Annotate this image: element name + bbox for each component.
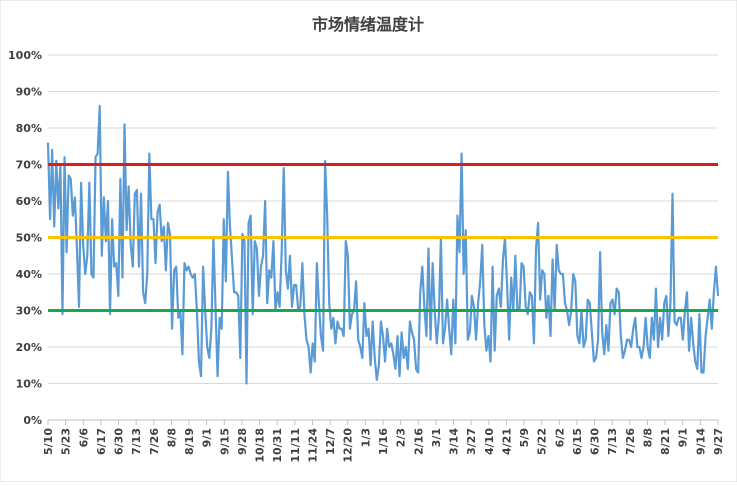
x-tick-label: 6/2 bbox=[553, 428, 566, 447]
chart-title: 市场情绪温度计 bbox=[312, 15, 424, 34]
x-tick-label: 6/30 bbox=[589, 428, 602, 455]
y-tick-label: 60% bbox=[16, 195, 42, 208]
y-tick-label: 20% bbox=[16, 341, 42, 354]
y-tick-label: 30% bbox=[16, 305, 42, 318]
x-tick-label: 5/22 bbox=[536, 428, 549, 455]
y-tick-label: 100% bbox=[8, 49, 42, 62]
x-tick-label: 10/18 bbox=[254, 428, 267, 463]
x-tick-label: 8/19 bbox=[183, 428, 196, 455]
x-tick-label: 7/26 bbox=[148, 428, 161, 455]
x-tick-label: 9/14 bbox=[694, 428, 707, 455]
x-tick-label: 9/1 bbox=[201, 428, 214, 447]
x-tick-label: 9/27 bbox=[712, 428, 725, 455]
y-tick-label: 10% bbox=[16, 378, 42, 391]
x-axis: 5/10 5/23 6/6 6/17 6/30 7/13 7/26 8/8 8/19 9/1 9/1… bbox=[42, 419, 725, 463]
x-tick-label: 11/24 bbox=[306, 428, 319, 463]
y-tick-label: 50% bbox=[16, 232, 42, 245]
x-tick-label: 9/1 bbox=[677, 428, 690, 447]
x-tick-label: 12/7 bbox=[324, 428, 337, 455]
x-tick-label: 8/21 bbox=[659, 428, 672, 455]
x-tick-label: 10/31 bbox=[271, 428, 284, 463]
x-tick-label: 6/6 bbox=[77, 428, 90, 448]
x-tick-label: 9/15 bbox=[218, 428, 231, 455]
x-tick-label: 3/27 bbox=[465, 428, 478, 455]
y-tick-label: 70% bbox=[16, 159, 42, 172]
x-tick-label: 12/20 bbox=[342, 428, 355, 463]
y-tick-label: 0% bbox=[23, 414, 42, 427]
x-tick-label: 4/21 bbox=[500, 428, 513, 455]
x-tick-label: 6/15 bbox=[571, 428, 584, 455]
x-tick-label: 5/10 bbox=[42, 428, 55, 455]
reference-lines bbox=[48, 163, 718, 312]
x-tick-label: 8/8 bbox=[165, 428, 178, 447]
x-tick-label: 6/17 bbox=[95, 428, 108, 455]
x-tick-label: 9/28 bbox=[236, 428, 249, 455]
series-layer bbox=[46, 105, 720, 385]
x-tick-label: 2/3 bbox=[395, 428, 408, 447]
y-tick-label: 40% bbox=[16, 268, 42, 281]
series-line bbox=[46, 105, 720, 385]
x-tick-label: 3/1 bbox=[430, 428, 443, 447]
y-tick-label: 80% bbox=[16, 122, 42, 135]
x-tick-label: 7/26 bbox=[624, 428, 637, 455]
x-tick-label: 8/8 bbox=[641, 428, 654, 447]
x-tick-label: 7/13 bbox=[606, 428, 619, 455]
x-tick-label: 1/3 bbox=[359, 428, 372, 447]
x-tick-label: 3/14 bbox=[448, 428, 461, 455]
y-tick-label: 90% bbox=[16, 86, 42, 99]
y-axis-tick-labels: 0% 10% 20% 30% 40% 50% 60% 70% 80% 90% 100% bbox=[8, 49, 42, 427]
x-tick-label: 11/11 bbox=[289, 428, 302, 463]
x-tick-label: 6/30 bbox=[113, 428, 126, 455]
x-tick-label: 7/13 bbox=[130, 428, 143, 455]
x-tick-label: 5/23 bbox=[60, 428, 73, 455]
x-tick-label: 1/16 bbox=[377, 428, 390, 455]
x-tick-label: 2/16 bbox=[412, 428, 425, 455]
x-tick-label: 4/10 bbox=[483, 428, 496, 455]
x-tick-label: 5/9 bbox=[518, 428, 531, 447]
